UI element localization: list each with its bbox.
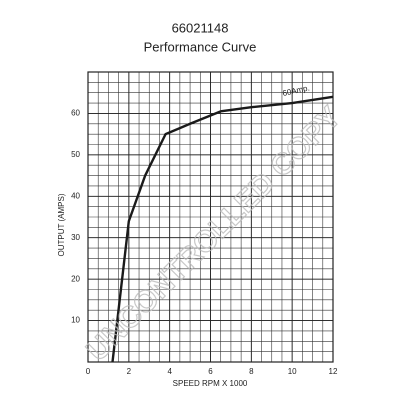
y-tick-label: 50 [71, 150, 80, 159]
y-axis-label: OUTPUT (AMPS) [57, 193, 66, 256]
x-tick-label: 10 [288, 367, 297, 376]
y-tick-label: 40 [71, 191, 80, 200]
x-tick-label: 12 [329, 367, 338, 376]
x-tick-label: 4 [167, 367, 172, 376]
y-tick-label: 60 [71, 109, 80, 118]
x-tick-label: 6 [208, 367, 213, 376]
y-tick-label: 30 [71, 233, 80, 242]
y-tick-label: 10 [71, 316, 80, 325]
curve-label: 60Amp. [282, 83, 311, 98]
x-tick-label: 0 [86, 367, 91, 376]
watermark: UNCONTROLLED COPY [80, 100, 347, 367]
performance-curve [111, 95, 334, 363]
chart-title: 66021148 [172, 20, 229, 35]
x-axis-label: SPEED RPM X 1000 [173, 379, 248, 388]
y-tick-label: 20 [71, 274, 80, 283]
x-tick-label: 8 [249, 367, 254, 376]
x-tick-label: 2 [127, 367, 132, 376]
chart-subtitle: Performance Curve [144, 39, 257, 54]
